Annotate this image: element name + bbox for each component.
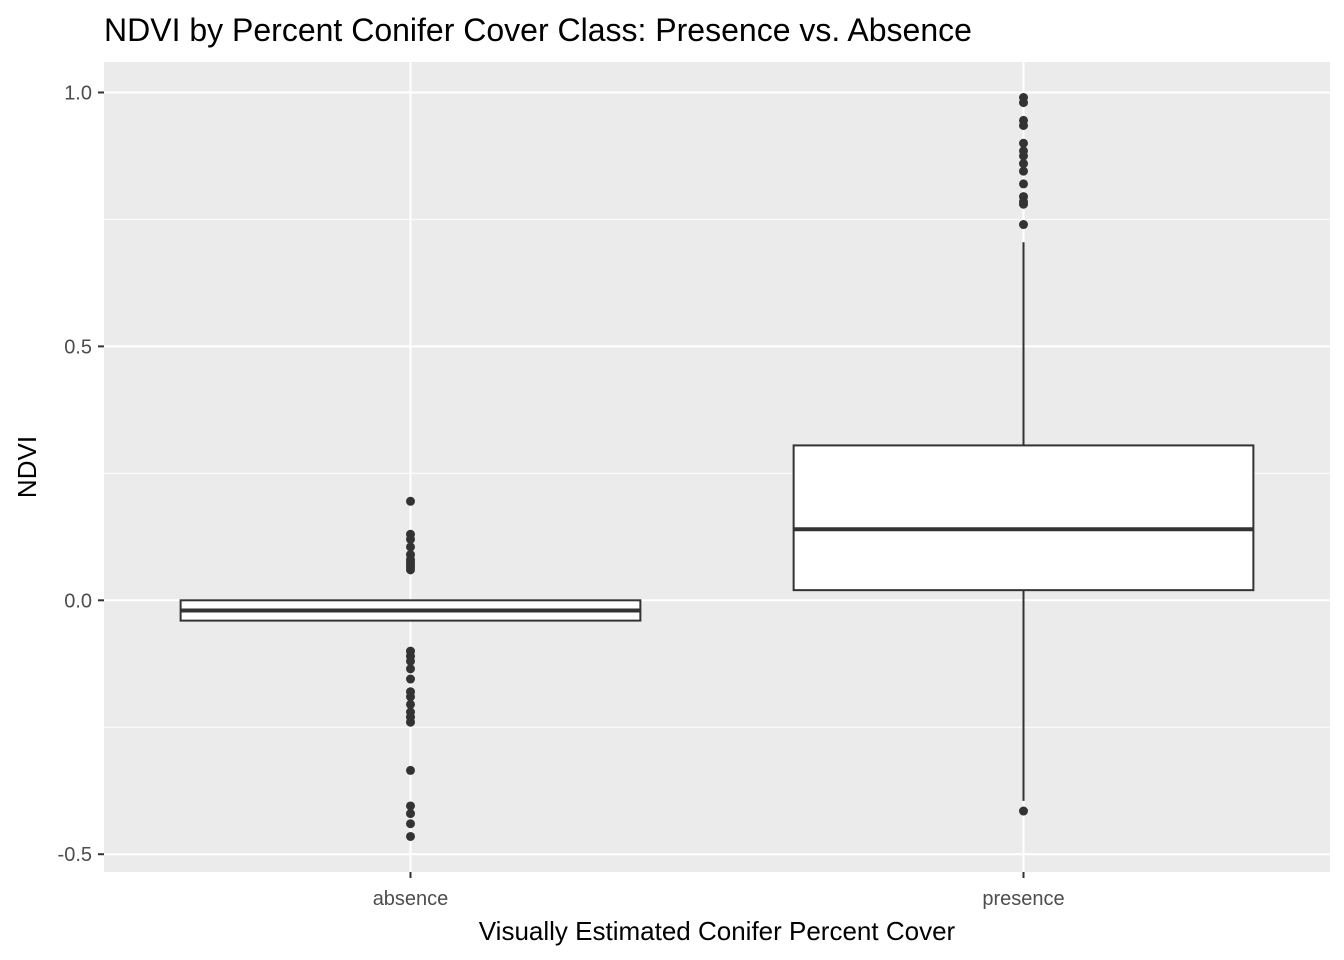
outlier-point [1019, 199, 1028, 209]
outlier-point [406, 699, 415, 709]
box-presence [792, 93, 1255, 816]
outlier-point [1019, 179, 1028, 189]
outlier-point [406, 765, 415, 775]
outlier-point [406, 831, 415, 841]
outlier-point [406, 656, 415, 666]
y-tick-label: 0.0 [64, 590, 92, 612]
outlier-point [406, 819, 415, 829]
box-iqr [792, 444, 1255, 592]
axes: -0.5 0.0 0.5 1.0 absence presence [58, 82, 1065, 910]
y-tick-label: -0.5 [58, 844, 92, 866]
outlier-point [406, 542, 415, 552]
outlier-point [406, 565, 415, 575]
outlier-point [1019, 138, 1028, 148]
x-tick-label: absence [373, 888, 449, 910]
outlier-point [1019, 159, 1028, 169]
outlier-point [406, 692, 415, 702]
y-tick-label: 0.5 [64, 336, 92, 358]
outlier-point [406, 801, 415, 811]
y-tick-label: 1.0 [64, 82, 92, 104]
outlier-point [406, 534, 415, 544]
outlier-point [406, 809, 415, 819]
outlier-point [1019, 166, 1028, 176]
chart-title: NDVI by Percent Conifer Cover Class: Pre… [104, 12, 972, 48]
outlier-point [406, 674, 415, 684]
outlier-point [1019, 98, 1028, 108]
outlier-point [406, 664, 415, 674]
outlier-point [1019, 120, 1028, 130]
box-absence [179, 496, 642, 841]
x-tick-label: presence [982, 888, 1064, 910]
x-axis-title: Visually Estimated Conifer Percent Cover [479, 916, 956, 946]
boxes [179, 93, 1255, 841]
outlier-point [1019, 806, 1028, 816]
outlier-point [1019, 151, 1028, 161]
outlier-point [406, 717, 415, 727]
y-axis-title: NDVI [12, 436, 42, 498]
outlier-point [406, 496, 415, 506]
outlier-point [1019, 220, 1028, 230]
